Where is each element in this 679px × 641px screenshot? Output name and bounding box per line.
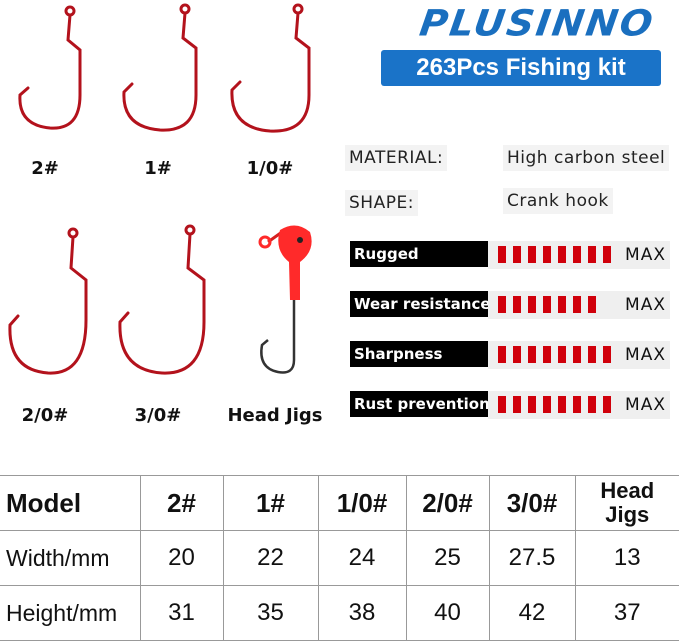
rating-row: Rugged MAX — [350, 241, 670, 269]
table-header: Head Jigs — [574, 475, 679, 531]
rating-segment — [498, 396, 506, 413]
rating-segment — [588, 396, 596, 413]
table-cell: Width/mm — [0, 530, 141, 586]
rating-segment — [528, 396, 536, 413]
rating-bar: MAX — [488, 391, 670, 419]
hook-label: 2/0# — [21, 405, 69, 426]
spec-label-material: MATERIAL: — [345, 145, 448, 171]
rating-segment — [528, 296, 536, 313]
rating-max: MAX — [625, 345, 666, 365]
size-table: Model 2# 1# 1/0# 2/0# 3/0# Head Jigs Wid… — [0, 475, 679, 641]
hook-1-icon — [122, 3, 198, 132]
rating-segment — [558, 296, 566, 313]
hook-label: 3/0# — [134, 405, 182, 426]
rating-row: Rust prevention MAX — [350, 391, 670, 419]
table-header-row: Model 2# 1# 1/0# 2/0# 3/0# Head Jigs — [0, 475, 679, 531]
spec-value-shape: Crank hook — [503, 188, 613, 214]
rating-segment — [528, 346, 536, 363]
rating-max: MAX — [625, 295, 666, 315]
brand-logo: PLUSINNO — [417, 2, 658, 44]
rating-label: Wear resistance — [350, 291, 491, 317]
head-jig-icon — [258, 225, 312, 374]
table-cell: 38 — [317, 585, 407, 641]
table-cell: 37 — [574, 585, 679, 641]
table-cell: 31 — [139, 585, 224, 641]
rating-row: Wear resistance MAX — [350, 291, 670, 319]
rating-segment — [543, 346, 551, 363]
rating-segment — [513, 396, 521, 413]
table-header: Model — [0, 475, 141, 531]
rating-segment — [543, 246, 551, 263]
hook-1-0-icon — [230, 3, 311, 133]
rating-segment — [558, 396, 566, 413]
table-cell: 27.5 — [488, 530, 576, 586]
rating-segment — [573, 296, 581, 313]
rating-segment — [513, 296, 521, 313]
spec-label-shape: SHAPE: — [345, 190, 418, 216]
product-banner: 263Pcs Fishing kit — [381, 50, 661, 86]
hooks-illustration — [8, 3, 312, 375]
hook-label: Head Jigs — [227, 405, 323, 426]
rating-max: MAX — [625, 395, 666, 415]
rating-segment — [498, 296, 506, 313]
table-cell: 35 — [222, 585, 319, 641]
hook-2-0-icon — [8, 227, 88, 375]
table-header: 1# — [222, 475, 319, 531]
table-cell: 42 — [488, 585, 576, 641]
rating-max: MAX — [625, 245, 666, 265]
table-cell: 20 — [139, 530, 224, 586]
spec-value-material: High carbon steel — [503, 145, 670, 171]
rating-segment — [588, 246, 596, 263]
rating-segment — [498, 346, 506, 363]
rating-segment — [558, 246, 566, 263]
rating-segment — [603, 396, 611, 413]
table-header: 3/0# — [488, 475, 576, 531]
table-row: Width/mm 20 22 24 25 27.5 13 — [0, 530, 679, 586]
table-cell: 40 — [405, 585, 490, 641]
table-header: 2# — [139, 475, 224, 531]
rating-label: Rust prevention — [350, 391, 490, 417]
rating-segment — [498, 246, 506, 263]
table-cell: 25 — [405, 530, 490, 586]
rating-segment — [573, 396, 581, 413]
hook-label: 2# — [31, 158, 59, 179]
rating-label: Sharpness — [350, 341, 488, 367]
table-header: 2/0# — [405, 475, 490, 531]
rating-bar: MAX — [488, 241, 670, 269]
rating-bar: MAX — [488, 341, 670, 369]
rating-segment — [513, 246, 521, 263]
rating-segment — [543, 296, 551, 313]
table-header: 1/0# — [317, 475, 407, 531]
rating-segment — [588, 346, 596, 363]
table-row: Height/mm 31 35 38 40 42 37 — [0, 585, 679, 641]
hook-label: 1# — [144, 158, 172, 179]
hook-3-0-icon — [118, 224, 206, 375]
hook-label: 1/0# — [246, 158, 294, 179]
rating-segment — [543, 396, 551, 413]
rating-row: Sharpness MAX — [350, 341, 670, 369]
rating-segment — [588, 296, 596, 313]
rating-segment — [603, 346, 611, 363]
hook-2-icon — [18, 5, 82, 130]
rating-segment — [528, 246, 536, 263]
table-cell: 22 — [222, 530, 319, 586]
rating-segment — [513, 346, 521, 363]
table-cell: 24 — [317, 530, 407, 586]
rating-bar: MAX — [488, 291, 670, 319]
rating-segment — [603, 246, 611, 263]
rating-label: Rugged — [350, 241, 488, 267]
table-cell: Height/mm — [0, 585, 141, 641]
rating-segment — [573, 346, 581, 363]
rating-segment — [573, 246, 581, 263]
table-cell: 13 — [574, 530, 679, 586]
rating-segment — [558, 346, 566, 363]
